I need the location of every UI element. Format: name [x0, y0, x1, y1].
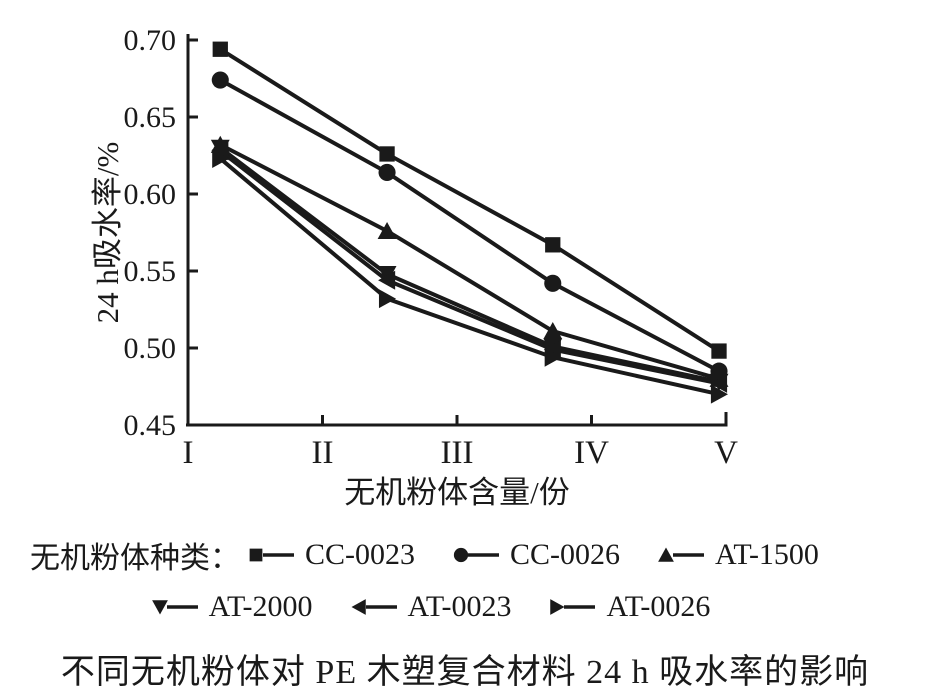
series-line-AT-0023	[219, 149, 720, 386]
triangle-right-marker-icon	[550, 599, 565, 615]
y-tick-label: 0.65	[124, 101, 177, 134]
legend-label: CC-0023	[305, 538, 416, 571]
x-tick-label: III	[441, 435, 474, 471]
series-CC-0026-point-0	[211, 71, 229, 89]
series-line-CC-0026	[219, 78, 720, 373]
triangle-right-marker-icon	[550, 599, 596, 615]
series-AT-0026-point-3	[710, 384, 729, 404]
series-line-AT-2000	[219, 146, 720, 384]
legend-row-1: 无机粉体种类： CC-0023 CC-0026 AT-1500	[0, 536, 930, 575]
triangle-up-marker-icon	[658, 547, 705, 562]
circle-marker-icon	[453, 547, 469, 563]
series-AT-1500-point-2	[543, 322, 563, 340]
series-AT-0023-point-1	[378, 270, 396, 290]
y-axis-title: 24 h吸水率/%	[90, 142, 125, 324]
legend-label: AT-0026	[606, 590, 711, 623]
series-AT-0026-point-2	[544, 347, 562, 367]
chart-area: 0.70 0.65 0.60 0.55 0.50 0.45 I II III IV V 无机粉体含量/…	[90, 24, 738, 510]
figure-caption: 不同无机粉体对 PE 木塑复合材料 24 h 吸水率的影响	[60, 654, 870, 691]
legend: 无机粉体种类： CC-0023 CC-0026 AT-1500 AT-2000 AT-…	[0, 536, 930, 626]
series-AT-0023-point-0	[211, 141, 229, 161]
series-CC-0023-point-1	[379, 146, 395, 162]
series-line-CC-0023	[219, 47, 721, 353]
x-axis-title: 无机粉体含量/份	[344, 475, 570, 510]
series-CC-0026-point-2	[544, 274, 562, 292]
line-chart: 0.700.650.600.550.500.45I II III IV V无机粉体含量/…	[90, 24, 738, 510]
triangle-up-marker-icon	[658, 547, 674, 562]
legend-row-2: AT-2000 AT-0023 AT-0026	[0, 588, 930, 626]
series-CC-0023-point-2	[545, 237, 561, 253]
triangle-down-marker-icon	[151, 600, 168, 615]
series-AT-0023-point-2	[543, 340, 561, 359]
triangle-left-marker-icon	[351, 599, 366, 615]
series-CC-0026-point-1	[378, 163, 396, 181]
series-AT-0023-point-3	[710, 373, 728, 393]
x-tick-label: V	[714, 435, 738, 471]
legend-item-AT-1500: AT-1500	[656, 538, 819, 572]
x-tick-label: IV	[574, 435, 609, 471]
legend-item-CC-0026: CC-0026	[451, 538, 620, 572]
y-tick-label: 0.70	[124, 24, 177, 57]
square-marker-icon	[249, 548, 263, 562]
y-tick-label: 0.55	[124, 255, 177, 288]
x-tick-label: II	[312, 435, 334, 471]
y-tick-label: 0.50	[124, 332, 177, 365]
legend-title: 无机粉体种类：	[30, 542, 240, 575]
series-CC-0023-point-0	[212, 41, 228, 57]
legend-item-AT-0023: AT-0023	[349, 590, 512, 624]
y-tick-label: 0.45	[124, 409, 177, 442]
series-AT-0026-point-1	[378, 289, 397, 309]
legend-item-AT-2000: AT-2000	[150, 590, 313, 624]
series-line-AT-1500	[219, 142, 720, 381]
triangle-left-marker-icon	[351, 599, 397, 615]
square-marker-icon	[249, 548, 294, 562]
legend-item-AT-0026: AT-0026	[547, 590, 710, 624]
legend-label: AT-1500	[715, 538, 819, 571]
legend-label: AT-0023	[407, 590, 512, 623]
series-AT-1500-point-1	[377, 221, 397, 240]
x-tick-label: I	[183, 435, 194, 471]
series-line-AT-0026	[218, 157, 720, 397]
triangle-down-marker-icon	[151, 600, 198, 615]
y-tick-label: 0.60	[124, 178, 177, 211]
series-AT-0026-point-0	[212, 149, 230, 169]
circle-marker-icon	[453, 547, 500, 563]
series-AT-2000-point-1	[377, 265, 397, 284]
series-CC-0023-point-3	[711, 343, 727, 359]
legend-item-CC-0023: CC-0023	[246, 538, 415, 572]
legend-label: CC-0026	[510, 538, 621, 571]
legend-label: AT-2000	[208, 590, 313, 623]
